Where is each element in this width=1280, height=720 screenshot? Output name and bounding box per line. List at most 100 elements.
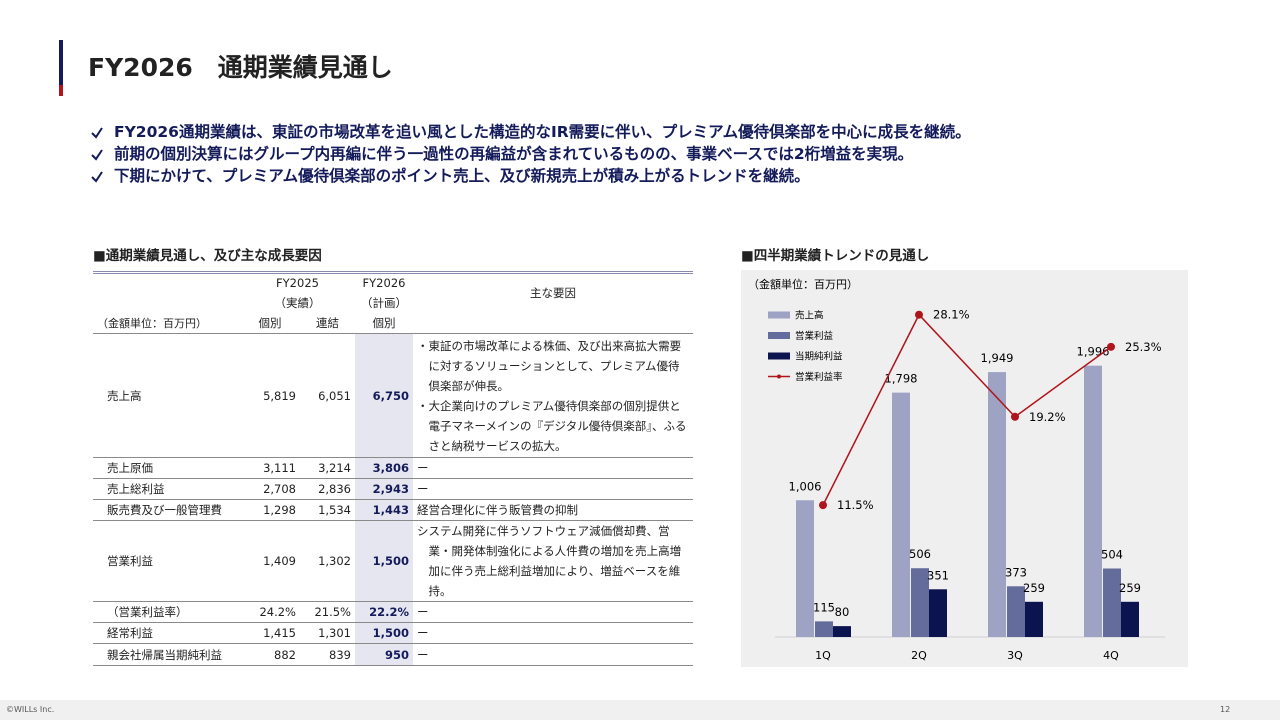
- data-label: 259: [1119, 581, 1141, 595]
- value-cell: 1,500: [355, 622, 413, 644]
- header-cell: FY2025: [276, 276, 319, 291]
- check-icon: [91, 148, 103, 161]
- check-icon: [91, 170, 103, 183]
- value-cell: 839: [300, 643, 355, 666]
- value-cell: 24.2%: [240, 601, 300, 623]
- bar: [1007, 586, 1025, 637]
- reason-text: ー: [417, 482, 429, 496]
- reason-cell: ー: [413, 478, 693, 500]
- row-label: （営業利益率）: [93, 601, 240, 623]
- bar: [1121, 601, 1139, 637]
- data-label: 1,949: [981, 351, 1014, 365]
- title-bar-accent: [59, 85, 63, 96]
- value-cell: 1,534: [300, 499, 355, 521]
- value-cell: 950: [355, 643, 413, 666]
- reason-text: ー: [417, 605, 429, 619]
- bullet: FY2026通期業績は、東証の市場改革を追い風とした構造的なIR需要に伴い、プレ…: [90, 120, 971, 142]
- reason-cell: ・東証の市場改革による株価、及び出来高拡大需要に対するソリューションとして、プレ…: [413, 333, 693, 458]
- row-label: 親会社帰属当期純利益: [93, 643, 240, 666]
- x-tick-label: 4Q: [1103, 649, 1119, 662]
- header-cell: 主な要因: [530, 286, 576, 301]
- value-cell: 3,111: [240, 457, 300, 479]
- forecast-table: FY2025 FY2026 主な要因 （実績） （計画） （金額単位：百万円） 個別 連結…: [93, 271, 693, 666]
- line-point: [1107, 342, 1115, 351]
- header-cell: FY2026: [362, 276, 406, 291]
- bar: [892, 392, 910, 637]
- data-label: 504: [1101, 547, 1123, 561]
- data-label: 259: [1023, 581, 1045, 595]
- data-label: 1,798: [885, 372, 918, 386]
- data-label: 80: [835, 605, 850, 619]
- value-cell: 6,750: [355, 333, 413, 458]
- value-cell: 6,051: [300, 333, 355, 458]
- line-point: [1011, 412, 1019, 421]
- row-label: 経常利益: [93, 622, 240, 644]
- data-label: 1,006: [789, 479, 822, 493]
- copyright: ©WILLs Inc.: [6, 705, 55, 714]
- x-tick-label: 3Q: [1007, 649, 1023, 662]
- data-label: 1,996: [1077, 345, 1110, 359]
- header-cell: （計画）: [361, 295, 407, 310]
- value-cell: 1,415: [240, 622, 300, 644]
- data-label: 19.2%: [1029, 410, 1066, 424]
- data-label: 11.5%: [837, 498, 874, 512]
- bar: [1103, 568, 1121, 637]
- reason-text: ー: [417, 461, 429, 475]
- table-row: 売上高 5,819 6,051 6,750 ・東証の市場改革による株価、及び出来高拡大需…: [93, 333, 693, 458]
- reason-cell: ー: [413, 622, 693, 644]
- bullet: 下期にかけて、プレミアム優待倶楽部のポイント売上、及び新規売上が積み上がるトレン…: [90, 164, 810, 186]
- bar: [815, 621, 833, 637]
- row-label: 販売費及び一般管理費: [93, 499, 240, 521]
- x-tick-label: 1Q: [815, 649, 831, 662]
- header-cell: 連結: [316, 315, 339, 330]
- header-cell: （実績）: [274, 295, 321, 310]
- value-cell: 5,819: [240, 333, 300, 458]
- value-cell: 2,836: [300, 478, 355, 500]
- reason-text: 経営合理化に伴う販管費の抑制: [417, 503, 578, 517]
- legend-dot: [777, 374, 781, 379]
- value-cell: 1,409: [240, 520, 300, 602]
- data-label: 115: [813, 600, 835, 614]
- legend-swatch: [768, 311, 790, 319]
- reason-text: システム開発に伴うソフトウェア減価償却費、営業・開発体制強化による人件費の増加を…: [417, 524, 682, 598]
- value-cell: 1,302: [300, 520, 355, 602]
- value-cell: 22.2%: [355, 601, 413, 623]
- slide-title: FY2026 通期業績見通し: [88, 53, 393, 82]
- bar: [911, 568, 929, 637]
- table-row: 経常利益 1,415 1,301 1,500 ー: [93, 622, 693, 644]
- row-label: 売上総利益: [93, 478, 240, 500]
- reason-cell: ー: [413, 643, 693, 666]
- bullet: 前期の個別決算にはグループ内再編に伴う一過性の再編益が含まれているものの、事業ベ…: [90, 142, 913, 164]
- data-label: 373: [1005, 565, 1027, 579]
- chart-unit: （金額単位：百万円）: [748, 277, 858, 291]
- value-cell: 3,214: [300, 457, 355, 479]
- value-cell: 882: [240, 643, 300, 666]
- data-label: 351: [927, 568, 949, 582]
- reason-text: ー: [417, 626, 429, 640]
- bar: [796, 500, 814, 637]
- bar: [833, 626, 851, 637]
- table-title: ■通期業績見通し、及び主な成長要因: [93, 248, 322, 264]
- table-row: 販売費及び一般管理費 1,298 1,534 1,443 経営合理化に伴う販管費の抑制: [93, 499, 693, 521]
- unit-cell: （金額単位：百万円）: [97, 316, 207, 330]
- bar: [1025, 601, 1043, 637]
- legend-swatch: [768, 352, 790, 360]
- row-label: 売上高: [93, 333, 240, 458]
- header-cell: 個別: [372, 315, 396, 330]
- legend-label: 売上高: [795, 310, 824, 322]
- footer: [0, 700, 1280, 720]
- reason-cell: システム開発に伴うソフトウェア減価償却費、営業・開発体制強化による人件費の増加を…: [413, 520, 693, 602]
- line-point: [915, 310, 923, 319]
- bar: [1084, 365, 1102, 637]
- bullet-text: FY2026通期業績は、東証の市場改革を追い風とした構造的なIR需要に伴い、プレ…: [114, 123, 971, 141]
- row-label: 営業利益: [93, 520, 240, 602]
- reason-text: ー: [417, 647, 429, 662]
- legend-swatch: [768, 332, 790, 339]
- table-row: 親会社帰属当期純利益 882 839 950 ー: [93, 643, 693, 666]
- chart-title: ■四半期業績トレンドの見通し: [741, 248, 930, 264]
- reason-cell: 経営合理化に伴う販管費の抑制: [413, 499, 693, 521]
- legend-label: 営業利益率: [795, 371, 843, 383]
- legend-label: 当期純利益: [795, 351, 843, 363]
- line-point: [819, 501, 827, 510]
